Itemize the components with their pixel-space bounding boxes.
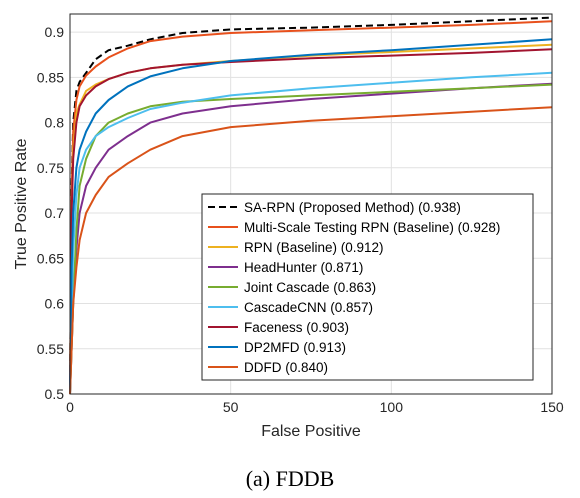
legend-entry: HeadHunter (0.871) xyxy=(244,260,363,275)
x-axis-label: False Positive xyxy=(261,423,361,440)
series-line xyxy=(69,48,553,395)
series-lines xyxy=(69,16,553,395)
y-axis-label: True Positive Rate xyxy=(13,138,30,269)
legend-entry: Faceness (0.903) xyxy=(244,320,349,335)
x-tick-label: 150 xyxy=(540,399,564,415)
tick-labels: 0 50 100 150 0.5 0.55 0.6 0.65 0.7 0.75 0.8 0.85 0.9 xyxy=(37,24,564,415)
y-tick-label: 0.9 xyxy=(45,24,65,40)
x-tick-label: 50 xyxy=(223,399,239,415)
legend-entry: RPN (Baseline) (0.912) xyxy=(244,240,384,255)
y-tick-label: 0.65 xyxy=(37,250,64,266)
legend-entry: DDFD (0.840) xyxy=(244,360,328,375)
legend-entry: DP2MFD (0.913) xyxy=(244,340,346,355)
series-line xyxy=(69,20,553,395)
series-line xyxy=(69,83,553,395)
legend: SA-RPN (Proposed Method) (0.938) Multi-Sc… xyxy=(201,193,534,381)
legend-box xyxy=(201,193,534,381)
y-tick-label: 0.8 xyxy=(45,115,65,131)
legend-entry: Joint Cascade (0.863) xyxy=(244,280,376,295)
y-tick-label: 0.55 xyxy=(37,341,64,357)
x-tick-label: 0 xyxy=(66,399,74,415)
series-line xyxy=(69,106,553,395)
y-tick-label: 0.85 xyxy=(37,69,64,85)
plot-frame xyxy=(69,13,553,395)
y-tick-label: 0.7 xyxy=(45,205,65,221)
x-tick-label: 100 xyxy=(380,399,404,415)
y-tick-label: 0.6 xyxy=(45,296,65,312)
legend-entry: CascadeCNN (0.857) xyxy=(244,300,373,315)
figure-caption: (a) FDDB xyxy=(246,466,335,491)
legend-entry: Multi-Scale Testing RPN (Baseline) (0.92… xyxy=(244,220,500,235)
legend-entry: SA-RPN (Proposed Method) (0.938) xyxy=(244,200,461,215)
series-line xyxy=(69,38,553,395)
y-tick-label: 0.5 xyxy=(45,386,65,402)
y-tick-label: 0.75 xyxy=(37,160,64,176)
series-line xyxy=(69,82,553,395)
series-line xyxy=(69,71,553,395)
